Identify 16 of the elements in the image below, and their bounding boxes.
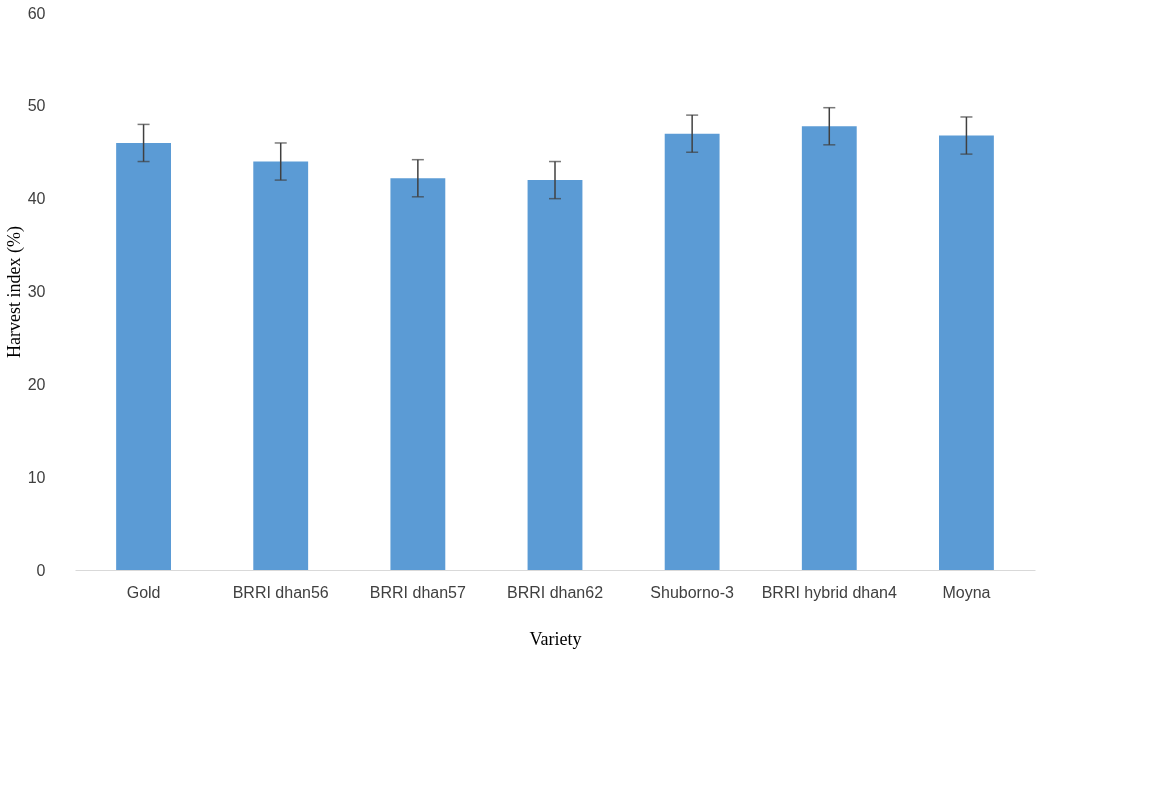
x-tick-label: BRRI dhan57 — [369, 583, 466, 601]
x-tick-label: Moyna — [942, 583, 991, 601]
x-tick-label: BRRI dhan62 — [506, 583, 604, 601]
y-tick-label: 20 — [27, 375, 46, 393]
x-tick-label: Gold — [126, 583, 161, 601]
y-tick-label: 0 — [36, 561, 46, 579]
y-tick-label: 10 — [27, 468, 46, 486]
y-tick-label: 50 — [27, 97, 46, 115]
x-tick-label: Shuborno-3 — [650, 583, 735, 601]
x-tick-label: BRRI hybrid dhan4 — [761, 583, 897, 601]
y-tick-label: 40 — [27, 190, 46, 208]
y-tick-label: 30 — [27, 283, 46, 300]
x-tick-label: BRRI dhan56 — [232, 583, 329, 601]
y-axis-title: Harvest index (%) — [3, 226, 25, 358]
x-axis-title: Variety — [529, 628, 582, 649]
y-tick-label: 60 — [27, 4, 46, 22]
